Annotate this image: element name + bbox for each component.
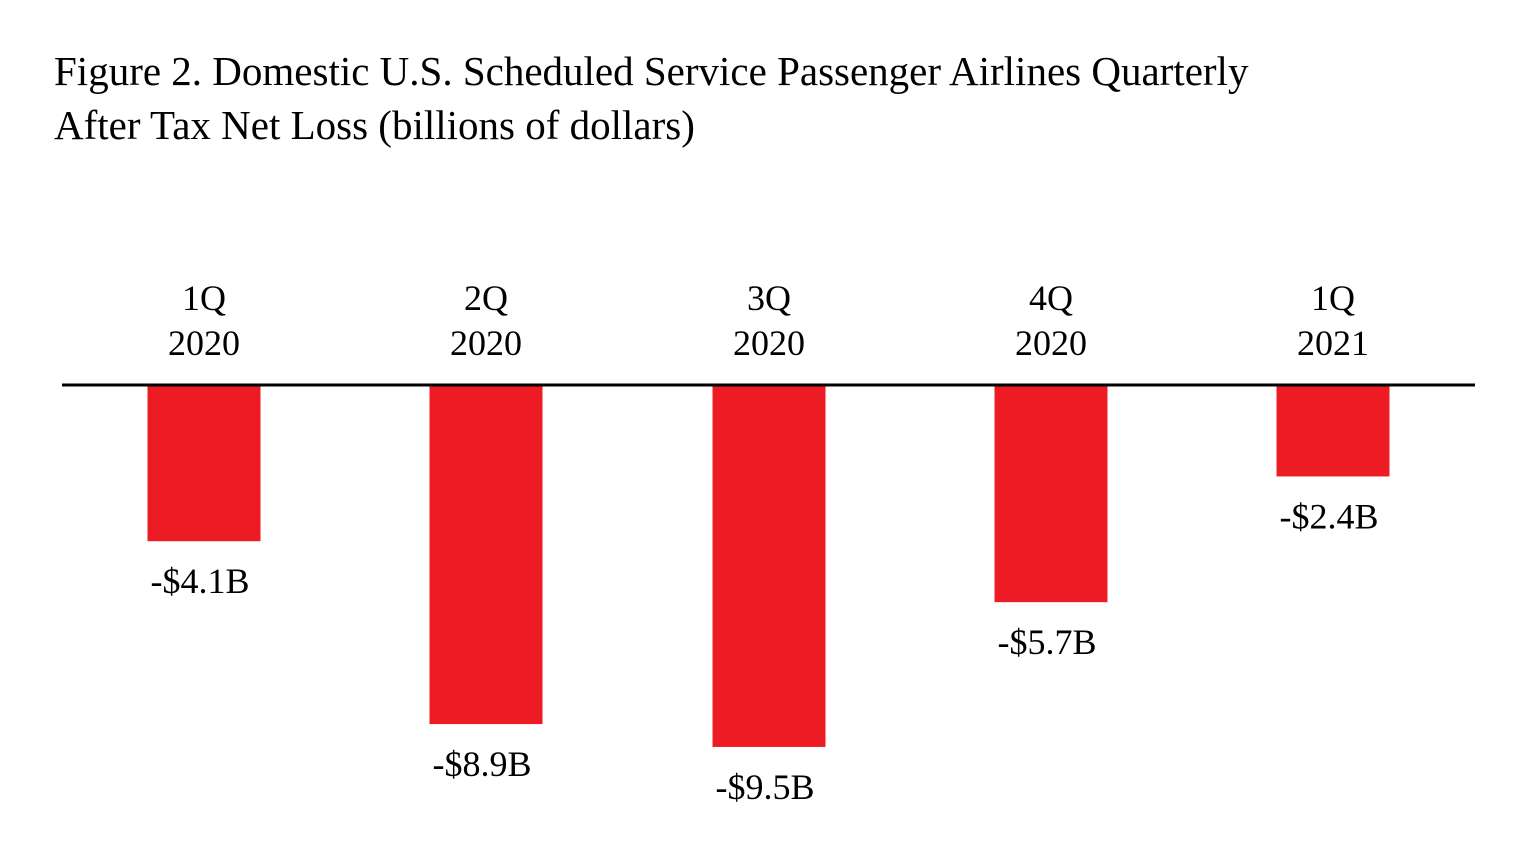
bar [1276, 385, 1390, 477]
bar-value-label: -$2.4B [1280, 496, 1379, 536]
category-label-quarter: 1Q [1311, 278, 1355, 318]
bar-value-label: -$9.5B [716, 767, 815, 807]
category-label-year: 2020 [733, 323, 805, 363]
category-label-quarter: 3Q [747, 278, 791, 318]
bar-value-label: -$5.7B [998, 622, 1097, 662]
chart-title-line-1: Figure 2. Domestic U.S. Scheduled Servic… [54, 48, 1249, 94]
category-label-year: 2021 [1297, 323, 1369, 363]
category-label-quarter: 2Q [464, 278, 508, 318]
bar-value-label: -$8.9B [433, 744, 532, 784]
bar [994, 385, 1108, 603]
bar [429, 385, 543, 725]
category-label-year: 2020 [168, 323, 240, 363]
category-label-quarter: 4Q [1029, 278, 1073, 318]
bar [147, 385, 261, 542]
bar-value-label: -$4.1B [151, 561, 250, 601]
chart-title: Figure 2. Domestic U.S. Scheduled Servic… [54, 44, 1494, 152]
bar [712, 385, 826, 747]
category-label-year: 2020 [1015, 323, 1087, 363]
chart-title-line-2: After Tax Net Loss (billions of dollars) [54, 102, 695, 148]
category-label-year: 2020 [450, 323, 522, 363]
category-label-quarter: 1Q [182, 278, 226, 318]
